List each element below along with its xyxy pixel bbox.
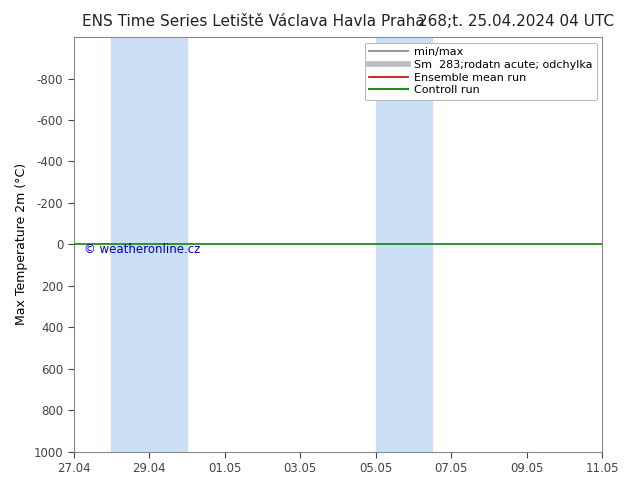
Legend: min/max, Sm  283;rodatn acute; odchylka, Ensemble mean run, Controll run: min/max, Sm 283;rodatn acute; odchylka, … (365, 43, 597, 100)
Bar (376, 37, 432, 452)
Text: © weatheronline.cz: © weatheronline.cz (84, 243, 200, 256)
Bar (112, 37, 187, 452)
Y-axis label: Max Temperature 2m (°C): Max Temperature 2m (°C) (15, 163, 28, 325)
Text: 268;t. 25.04.2024 04 UTC: 268;t. 25.04.2024 04 UTC (418, 14, 614, 29)
Text: ENS Time Series Letiště Václava Havla Praha: ENS Time Series Letiště Václava Havla Pr… (82, 14, 425, 29)
